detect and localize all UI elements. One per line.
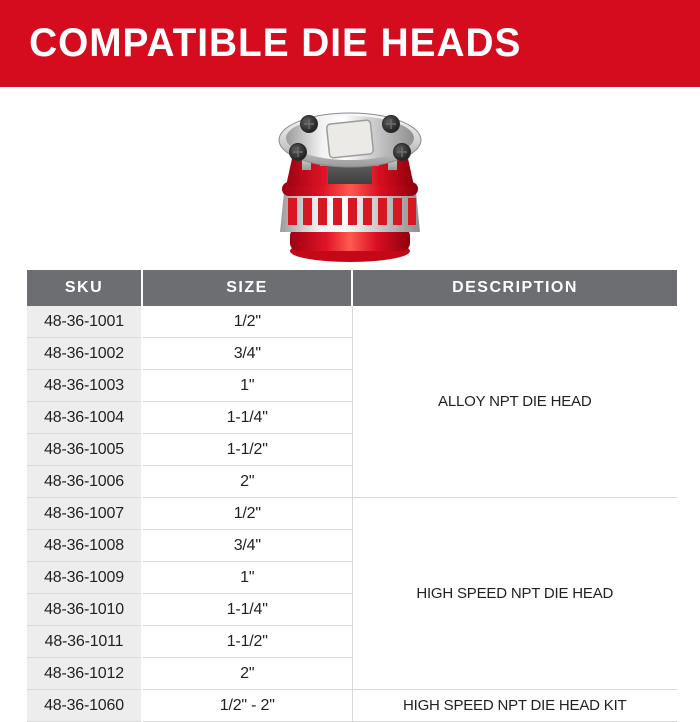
column-header-description: DESCRIPTION: [351, 270, 677, 306]
table-row: 48-36-1010 1-1/4": [27, 593, 677, 626]
size-cell: 1-1/2": [142, 625, 352, 658]
die-head-red-slots: [288, 198, 416, 225]
die-head-screws: [289, 115, 411, 161]
sku-cell: 48-36-1005: [27, 433, 143, 466]
size-cell: 1": [142, 561, 352, 594]
sku-cell: 48-36-1060: [27, 689, 143, 722]
sku-cell: 48-36-1007: [27, 497, 143, 530]
sku-cell: 48-36-1006: [27, 465, 143, 498]
table-row: 48-36-1008 3/4": [27, 529, 677, 562]
header-banner: COMPATIBLE DIE HEADS: [0, 0, 700, 87]
size-cell: 1-1/2": [142, 433, 352, 466]
table-row: 48-36-1007 1/2" HIGH SPEED NPT DIE HEAD: [27, 497, 677, 690]
table-row: 48-36-1005 1-1/2": [27, 433, 677, 466]
table-row: 48-36-1012 2": [27, 657, 677, 690]
column-header-sku: SKU: [27, 270, 142, 306]
table-row: 48-36-1003 1": [27, 369, 677, 402]
die-head-product-image: [278, 112, 422, 262]
die-heads-table: SKU SIZE DESCRIPTION 48-36-1001 1/2" ALL…: [27, 270, 677, 722]
table-row: 48-36-1011 1-1/2": [27, 625, 677, 658]
sku-cell: 48-36-1001: [27, 306, 143, 338]
die-head-center-opening: [325, 119, 375, 159]
size-cell: 3/4": [142, 529, 352, 562]
size-cell: 1-1/4": [142, 401, 352, 434]
size-cell: 2": [142, 657, 352, 690]
sku-cell: 48-36-1003: [27, 369, 143, 402]
sku-cell: 48-36-1010: [27, 593, 143, 626]
table-header-row: SKU SIZE DESCRIPTION: [27, 270, 677, 306]
table-row: 48-36-1004 1-1/4": [27, 401, 677, 434]
sku-cell: 48-36-1012: [27, 657, 143, 690]
column-header-size: SIZE: [141, 270, 352, 306]
table-row: 48-36-1060 1/2" - 2" HIGH SPEED NPT DIE …: [27, 689, 677, 722]
table-row: 48-36-1006 2": [27, 465, 677, 498]
description-cell: HIGH SPEED NPT DIE HEAD KIT: [351, 689, 677, 722]
table-row: 48-36-1001 1/2" ALLOY NPT DIE HEAD: [27, 306, 677, 498]
description-cell: ALLOY NPT DIE HEAD: [351, 306, 677, 498]
sku-cell: 48-36-1008: [27, 529, 143, 562]
size-cell: 1/2": [142, 306, 352, 338]
size-cell: 1/2" - 2": [142, 689, 352, 722]
table-container: SKU SIZE DESCRIPTION 48-36-1001 1/2" ALL…: [27, 270, 677, 722]
description-cell: HIGH SPEED NPT DIE HEAD: [351, 497, 677, 690]
page-title: COMPATIBLE DIE HEADS: [29, 21, 522, 65]
size-cell: 1/2": [142, 497, 352, 530]
table-row: 48-36-1002 3/4": [27, 337, 677, 370]
size-cell: 3/4": [142, 337, 352, 370]
size-cell: 1-1/4": [142, 593, 352, 626]
table-row: 48-36-1009 1": [27, 561, 677, 594]
die-head-base: [290, 228, 410, 251]
sku-cell: 48-36-1004: [27, 401, 143, 434]
size-cell: 2": [142, 465, 352, 498]
size-cell: 1": [142, 369, 352, 402]
product-image-container: [260, 94, 440, 266]
sku-cell: 48-36-1011: [27, 625, 143, 658]
sku-cell: 48-36-1002: [27, 337, 143, 370]
sku-cell: 48-36-1009: [27, 561, 143, 594]
